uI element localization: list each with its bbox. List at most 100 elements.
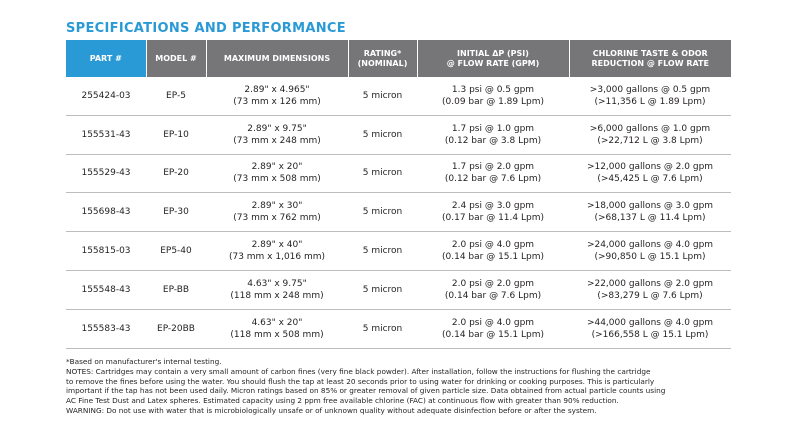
header-part-label: PART #	[89, 53, 122, 63]
dimensions-cell-text: (73 mm x 1,016 mm)	[228, 252, 326, 263]
part-number-cell-text: 155815-03	[81, 246, 131, 257]
rating-cell: 5 micron	[348, 231, 417, 271]
model-number-cell-text: EP-20	[163, 168, 189, 179]
model-number-cell-text: EP-20BB	[157, 323, 195, 334]
dimensions-cell-text: 2.89" x 9.75"	[247, 123, 307, 134]
header-rating-label: RATING*	[363, 48, 402, 58]
model-number-cell: EP-20	[146, 154, 206, 194]
pressure-drop-cell-text: 2.0 psi @ 2.0 gpm	[451, 278, 535, 289]
specifications-table: PART # MODEL # MAXIMUM DIMENSIONS RATING…	[66, 40, 731, 349]
header-part: PART #	[66, 40, 146, 77]
chlorine-reduction-cell-text: >12,000 gallons @ 2.0 gpm	[586, 162, 714, 173]
model-number-cell: EP5-40	[146, 231, 206, 271]
table-row: 155531-43 EP-10 2.89" x 9.75" (73 mm x 248 …	[66, 115, 731, 155]
footnotes: *Based on manufacturer's internal testin…	[66, 357, 746, 416]
part-number-cell: 155698-43	[66, 192, 146, 233]
pressure-drop-cell-text: (0.17 bar @ 11.4 Lpm)	[442, 213, 544, 224]
part-number-cell: 155529-43	[66, 154, 146, 194]
model-number-cell: EP-10	[146, 115, 206, 155]
dimensions-cell-text: (73 mm x 248 mm)	[233, 135, 321, 146]
header-pressure-sublabel: @ FLOW RATE (GPM)	[446, 58, 540, 68]
table-row: 155548-43 EP-BB 4.63" x 9.75" (118 mm x 248…	[66, 270, 731, 310]
pressure-drop-cell: 1.3 psi @ 0.5 gpm (0.09 bar @ 1.89 Lpm)	[417, 77, 569, 116]
dimensions-cell-text: (118 mm x 508 mm)	[230, 329, 324, 340]
model-number-cell: EP-30	[146, 192, 206, 233]
pressure-drop-cell-text: 2.4 psi @ 3.0 gpm	[451, 201, 535, 212]
chlorine-reduction-cell-text: (>11,356 L @ 1.89 Lpm)	[594, 96, 706, 107]
header-dimensions-label: MAXIMUM DIMENSIONS	[223, 53, 331, 63]
rating-cell: 5 micron	[348, 115, 417, 155]
chlorine-reduction-cell-text: >22,000 gallons @ 2.0 gpm	[586, 278, 714, 289]
part-number-cell: 155548-43	[66, 270, 146, 310]
rating-cell: 5 micron	[348, 309, 417, 349]
header-pressure: INITIAL ΔP (PSI) @ FLOW RATE (GPM)	[416, 40, 569, 77]
table-row: 155698-43 EP-30 2.89" x 30" (73 mm x 762 mm…	[66, 192, 731, 233]
chlorine-reduction-cell-text: (>68,137 L @ 11.4 Lpm)	[594, 213, 706, 224]
chlorine-reduction-cell: >12,000 gallons @ 2.0 gpm (>45,425 L @ 7.…	[569, 154, 731, 194]
part-number-cell-text: 155583-43	[81, 323, 131, 334]
footnote-line: NOTES: Cartridges may contain a very sma…	[66, 366, 651, 376]
pressure-drop-cell: 2.0 psi @ 2.0 gpm (0.14 bar @ 7.6 Lpm)	[417, 270, 569, 310]
model-number-cell-text: EP-5	[166, 90, 186, 101]
table-row: 255424-03 EP-5 2.89" x 4.965" (73 mm x 126 …	[66, 77, 731, 116]
dimensions-cell-text: 4.63" x 20"	[251, 317, 303, 328]
rating-cell-text: 5 micron	[362, 207, 403, 218]
chlorine-reduction-cell-text: (>83,279 L @ 7.6 Lpm)	[597, 290, 703, 301]
dimensions-cell-text: 2.89" x 20"	[251, 162, 303, 173]
pressure-drop-cell-text: 1.3 psi @ 0.5 gpm	[451, 84, 535, 95]
dimensions-cell: 4.63" x 20" (118 mm x 508 mm)	[206, 309, 348, 349]
dimensions-cell-text: 4.63" x 9.75"	[247, 278, 307, 289]
chlorine-reduction-cell: >22,000 gallons @ 2.0 gpm (>83,279 L @ 7.…	[569, 270, 731, 310]
chlorine-reduction-cell-text: (>90,850 L @ 15.1 Lpm)	[594, 252, 706, 263]
footnote-line: *Based on manufacturer's internal testin…	[66, 357, 222, 366]
pressure-drop-cell-text: 1.7 psi @ 2.0 gpm	[451, 162, 535, 173]
part-number-cell: 155815-03	[66, 231, 146, 271]
pressure-drop-cell: 2.0 psi @ 4.0 gpm (0.14 bar @ 15.1 Lpm)	[417, 231, 569, 271]
dimensions-cell: 2.89" x 40" (73 mm x 1,016 mm)	[206, 231, 348, 271]
model-number-cell-text: EP-10	[163, 129, 189, 140]
header-row: PART # MODEL # MAXIMUM DIMENSIONS RATING…	[66, 40, 731, 77]
rating-cell-text: 5 micron	[362, 90, 403, 101]
part-number-cell: 155531-43	[66, 115, 146, 155]
section-title: SPECIFICATIONS AND PERFORMANCE	[66, 21, 346, 36]
pressure-drop-cell: 2.4 psi @ 3.0 gpm (0.17 bar @ 11.4 Lpm)	[417, 192, 569, 233]
model-number-cell-text: EP-BB	[162, 284, 190, 295]
footnote-line: to remove the fines before using the wat…	[66, 376, 655, 386]
dimensions-cell-text: (73 mm x 762 mm)	[233, 213, 321, 224]
pressure-drop-cell: 2.0 psi @ 4.0 gpm (0.14 bar @ 15.1 Lpm)	[417, 309, 569, 349]
rating-cell: 5 micron	[348, 270, 417, 310]
part-number-cell: 255424-03	[66, 77, 146, 116]
rating-cell-text: 5 micron	[362, 284, 403, 295]
pressure-drop-cell: 1.7 psi @ 2.0 gpm (0.12 bar @ 7.6 Lpm)	[417, 154, 569, 194]
dimensions-cell-text: 2.89" x 4.965"	[244, 84, 310, 95]
dimensions-cell: 2.89" x 30" (73 mm x 762 mm)	[206, 192, 348, 233]
chlorine-reduction-cell: >44,000 gallons @ 4.0 gpm (>166,558 L @ 1…	[569, 309, 731, 349]
footnote-line: AC Fine Test Dust and Latex spheres. Est…	[66, 396, 619, 406]
pressure-drop-cell-text: (0.14 bar @ 15.1 Lpm)	[442, 252, 544, 263]
dimensions-cell-text: (118 mm x 248 mm)	[230, 290, 324, 301]
chlorine-reduction-cell: >3,000 gallons @ 0.5 gpm (>11,356 L @ 1.8…	[569, 77, 731, 116]
chlorine-reduction-cell: >6,000 gallons @ 1.0 gpm (>22,712 L @ 3.8…	[569, 115, 731, 155]
pressure-drop-cell-text: (0.14 bar @ 15.1 Lpm)	[442, 329, 544, 340]
chlorine-reduction-cell: >18,000 gallons @ 3.0 gpm (>68,137 L @ 11…	[569, 192, 731, 233]
part-number-cell-text: 155531-43	[81, 129, 131, 140]
model-number-cell: EP-BB	[146, 270, 206, 310]
header-chlorine: CHLORINE TASTE & ODOR REDUCTION @ FLOW R…	[568, 40, 731, 77]
pressure-drop-cell-text: (0.12 bar @ 3.8 Lpm)	[444, 135, 542, 146]
pressure-drop-cell-text: 2.0 psi @ 4.0 gpm	[451, 240, 535, 251]
table-header: PART # MODEL # MAXIMUM DIMENSIONS RATING…	[66, 40, 731, 77]
part-number-cell-text: 155698-43	[81, 207, 131, 218]
chlorine-reduction-cell: >24,000 gallons @ 4.0 gpm (>90,850 L @ 15…	[569, 231, 731, 271]
table-row: 155583-43 EP-20BB 4.63" x 20" (118 mm x 508…	[66, 309, 731, 349]
part-number-cell-text: 155548-43	[81, 284, 131, 295]
pressure-drop-cell: 1.7 psi @ 1.0 gpm (0.12 bar @ 3.8 Lpm)	[417, 115, 569, 155]
header-rating: RATING* (NOMINAL)	[347, 40, 417, 77]
header-model-label: MODEL #	[155, 53, 197, 63]
chlorine-reduction-cell-text: (>166,558 L @ 15.1 Lpm)	[591, 329, 709, 340]
pressure-drop-cell-text: (0.09 bar @ 1.89 Lpm)	[442, 96, 544, 107]
rating-cell-text: 5 micron	[362, 168, 403, 179]
table-row: 155815-03 EP5-40 2.89" x 40" (73 mm x 1,016…	[66, 231, 731, 271]
pressure-drop-cell-text: 2.0 psi @ 4.0 gpm	[451, 317, 535, 328]
chlorine-reduction-cell-text: >24,000 gallons @ 4.0 gpm	[586, 240, 714, 251]
chlorine-reduction-cell-text: (>45,425 L @ 7.6 Lpm)	[597, 174, 703, 185]
